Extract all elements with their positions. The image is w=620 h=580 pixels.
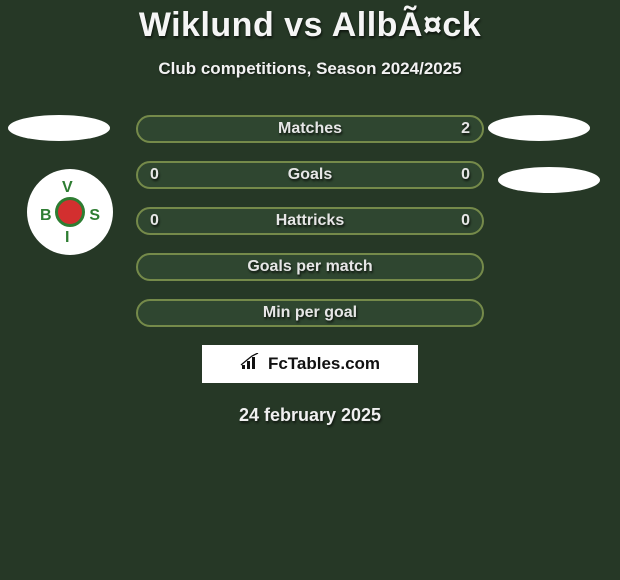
subtitle: Club competitions, Season 2024/2025 [0, 59, 620, 79]
stat-left-value: 0 [150, 212, 159, 230]
player-right-oval-2 [498, 167, 600, 193]
stat-label: Goals [288, 166, 332, 184]
title-right-name: AllbÃ¤ck [332, 6, 482, 44]
stat-row: Matches 2 [136, 115, 484, 143]
stat-left-value: 0 [150, 166, 159, 184]
logo-letter-s: S [89, 207, 100, 225]
player-right-oval [488, 115, 590, 141]
page-title: Wiklund vs AllbÃ¤ck [0, 6, 620, 45]
stat-right-value: 0 [461, 212, 470, 230]
player-left-oval [8, 115, 110, 141]
logo-letter-i: I [65, 229, 69, 247]
stat-right-value: 2 [461, 120, 470, 138]
fctables-text: FcTables.com [268, 354, 380, 374]
stat-label: Hattricks [276, 212, 344, 230]
logo-letter-v: V [62, 179, 73, 197]
stats-area: V B S I Matches 2 0 Goals 0 0 Hattricks 0 Goals … [0, 115, 620, 327]
logo-center-icon [55, 197, 85, 227]
club-logo-inner: V B S I [35, 177, 105, 247]
title-vs: vs [284, 6, 323, 44]
stat-row: Goals per match [136, 253, 484, 281]
stat-label: Goals per match [247, 258, 372, 276]
stat-row: 0 Goals 0 [136, 161, 484, 189]
logo-letter-b: B [40, 207, 52, 225]
club-logo: V B S I [27, 169, 113, 255]
bar-chart-icon [240, 353, 262, 376]
stat-row: 0 Hattricks 0 [136, 207, 484, 235]
stat-label: Min per goal [263, 304, 357, 322]
stat-label: Matches [278, 120, 342, 138]
stat-row: Min per goal [136, 299, 484, 327]
title-left-name: Wiklund [139, 6, 274, 44]
date-text: 24 february 2025 [0, 405, 620, 426]
container: Wiklund vs AllbÃ¤ck Club competitions, S… [0, 0, 620, 426]
stat-right-value: 0 [461, 166, 470, 184]
fctables-attribution: FcTables.com [202, 345, 418, 383]
